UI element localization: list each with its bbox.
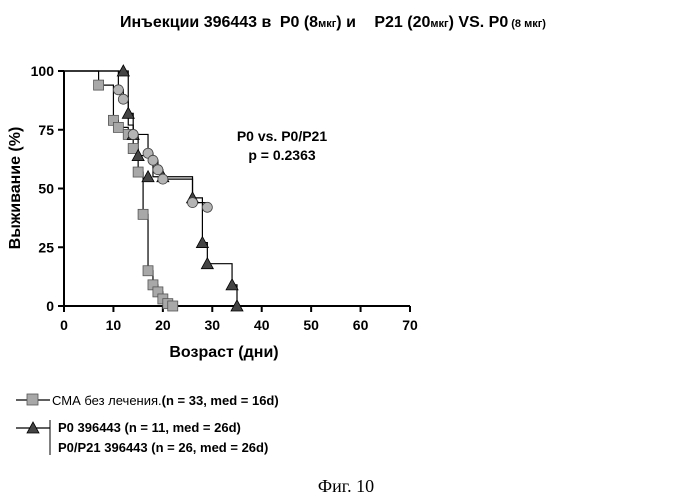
data-point-square [133,167,143,177]
svg-text:P0 396443 (n = 11, med = 26d): P0 396443 (n = 11, med = 26d) [58,420,241,435]
figure-caption: Фиг. 10 [318,476,374,496]
series-line-square [64,71,173,306]
data-point-circle [113,85,123,95]
data-point-square [168,301,178,311]
stat-annotation-comparison: P0 vs. P0/P21 [237,128,328,144]
x-tick-label: 10 [106,317,122,333]
x-tick-label: 20 [155,317,171,333]
y-tick-label: 100 [31,63,55,79]
data-point-triangle [142,171,154,182]
y-tick-label: 0 [46,298,54,314]
stat-annotation-pvalue: p = 0.2363 [248,147,316,163]
data-point-circle [158,174,168,184]
y-axis-label: Выживание (%) [7,127,24,250]
data-point-square [94,80,104,90]
x-tick-label: 0 [60,317,68,333]
y-tick-label: 75 [38,122,54,138]
data-point-circle [202,202,212,212]
y-tick-label: 50 [38,181,54,197]
x-tick-label: 40 [254,317,270,333]
data-point-square [143,266,153,276]
x-tick-label: 30 [204,317,220,333]
chart-title: Инъекции 396443 в P0 (8мкг) и P21 (20мкг… [120,14,546,31]
chart-axes: 0 25 50 75 100 0 10 20 30 40 50 60 70 [31,63,418,333]
data-point-square [113,122,123,132]
legend-square-marker [27,394,38,405]
x-axis-label: Возраст (дни) [169,344,278,361]
data-point-square [138,209,148,219]
series-markers [94,65,243,311]
data-point-circle [188,198,198,208]
x-tick-label: 60 [353,317,369,333]
legend-item-untreated: СМА без лечения.(n = 33, med = 16d) [16,393,279,408]
x-tick-label: 70 [402,317,418,333]
svg-text:СМА без лечения.(n = 33, med =: СМА без лечения.(n = 33, med = 16d) [52,393,279,408]
data-point-circle [128,129,138,139]
y-tick-label: 25 [38,239,54,255]
svg-text:P0/P21 396443 (n = 26, med = 2: P0/P21 396443 (n = 26, med = 26d) [58,440,268,455]
legend: СМА без лечения.(n = 33, med = 16d) P0 3… [16,393,279,455]
data-point-circle [153,165,163,175]
legend-item-p0-p21: P0/P21 396443 (n = 26, med = 26d) [58,440,268,455]
x-tick-label: 50 [303,317,319,333]
data-point-circle [148,155,158,165]
data-point-circle [118,94,128,104]
